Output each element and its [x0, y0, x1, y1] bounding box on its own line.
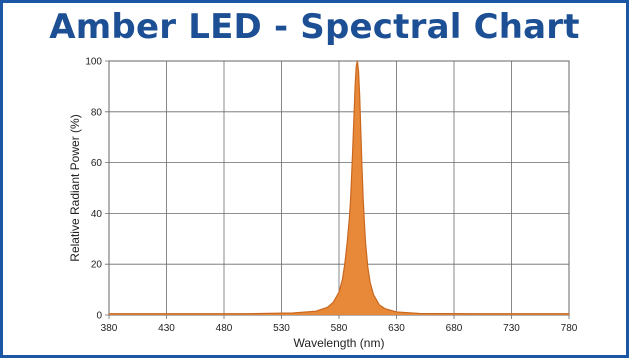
y-tick-label: 20 [91, 260, 103, 271]
y-tick-label: 80 [91, 107, 103, 118]
page-title: Amber LED - Spectral Chart [49, 7, 580, 47]
spectrum-line [109, 60, 569, 315]
y-axis-title: Relative Radiant Power (%) [68, 114, 82, 261]
x-tick-label: 380 [101, 323, 118, 334]
y-tick-label: 100 [85, 57, 102, 68]
x-tick-label: 780 [561, 323, 578, 334]
x-tick-label: 680 [446, 323, 463, 334]
y-tick-label: 40 [91, 209, 103, 220]
y-tick-labels: 0 20 40 60 80 100 [85, 57, 102, 322]
y-tick-label: 0 [96, 311, 102, 322]
grid-vertical [108, 61, 570, 319]
x-tick-labels: 380 430 480 530 580 630 680 730 780 [101, 323, 578, 334]
x-axis-title: Wavelength (nm) [294, 336, 385, 350]
x-tick-label: 580 [331, 323, 348, 334]
x-tick-label: 430 [158, 323, 175, 334]
x-tick-label: 530 [273, 323, 290, 334]
y-tick-label: 60 [91, 158, 103, 169]
x-tick-label: 730 [503, 323, 520, 334]
spectral-chart: 380 430 480 530 580 630 680 730 780 0 20 40 60 80 100… [68, 57, 578, 351]
x-tick-label: 480 [216, 323, 233, 334]
x-tick-label: 630 [388, 323, 405, 334]
